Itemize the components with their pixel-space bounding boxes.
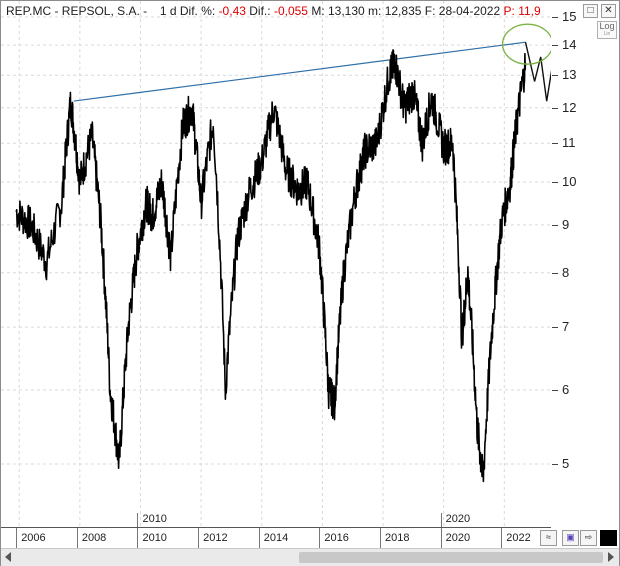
close-icon[interactable]: ✕	[601, 4, 616, 18]
x-tick	[16, 528, 18, 548]
inner-year-label: 2010	[142, 513, 167, 525]
horizontal-scrollbar[interactable]	[1, 548, 619, 566]
y-tick	[552, 143, 558, 145]
dif-pct-value: -0,43	[218, 4, 246, 18]
y-tick-label: 6	[562, 381, 570, 397]
y-tick	[552, 45, 558, 47]
x-axis: 2006 2008 2010 2012 2014 2016 2018 2020 2022	[1, 527, 551, 548]
x-tick	[440, 528, 442, 548]
x-tick-label: 2012	[203, 532, 228, 544]
max-label: M: 13,130	[311, 4, 365, 18]
y-tick-label: 9	[562, 216, 570, 232]
x-tick	[198, 528, 200, 548]
inner-year-tick	[440, 513, 442, 527]
x-tick-label: 2006	[21, 532, 46, 544]
price-series-line	[15, 49, 527, 483]
min-label: m: 12,835	[368, 4, 422, 18]
lin-button-label: Lin	[603, 31, 611, 37]
y-tick	[552, 181, 558, 183]
inner-year-tick	[137, 513, 139, 527]
chart-header: REP.MC - REPSOL, S.A. - 1 d Dif. %: -0,4…	[6, 4, 541, 18]
y-tick	[552, 75, 558, 77]
export-icon[interactable]: ⇨	[580, 530, 597, 546]
x-tick-label: 2020	[445, 532, 471, 544]
date-label: F: 28-04-2022	[424, 4, 501, 18]
price-label: P:	[503, 4, 515, 18]
price-chart	[1, 1, 551, 527]
wave-icon[interactable]: ≈	[540, 530, 557, 546]
x-tick	[380, 528, 382, 548]
trendline	[73, 41, 526, 102]
inner-year-label: 2020	[445, 513, 471, 525]
price-value: 11,9	[518, 4, 541, 18]
save-icon[interactable]: ▣	[562, 530, 579, 546]
x-tick-label: 2010	[142, 532, 167, 544]
y-tick	[552, 389, 558, 391]
x-tick-label: 2014	[263, 532, 289, 544]
x-tick-label: 2016	[324, 532, 349, 544]
scrollbar-thumb[interactable]	[299, 552, 603, 563]
x-tick-label: 2008	[81, 532, 107, 544]
highlight-circle	[501, 23, 551, 65]
y-tick	[552, 17, 558, 18]
y-tick	[552, 107, 558, 109]
x-tick	[137, 528, 139, 548]
x-tick	[501, 528, 503, 548]
y-tick-label: 14	[562, 37, 577, 53]
y-tick-label: 15	[562, 9, 577, 24]
chart-controls: ≈ ▣ ⇨	[538, 529, 618, 547]
dif-pct-label: Dif. %:	[179, 4, 216, 18]
x-tick	[319, 528, 321, 548]
period-label: 1 d	[159, 4, 177, 18]
x-tick-label: 2018	[385, 532, 410, 544]
y-tick	[552, 464, 558, 465]
projection-line	[524, 42, 551, 102]
scroll-left-icon[interactable]	[5, 552, 11, 562]
ticker-label: REP.MC - REPSOL, S.A. -	[6, 4, 148, 18]
y-tick-label: 11	[562, 135, 576, 151]
y-tick	[552, 272, 558, 274]
log-scale-button[interactable]: Log Lin	[597, 21, 617, 39]
log-button-label: Log	[599, 21, 615, 31]
x-tick	[258, 528, 260, 548]
y-tick-label: 8	[562, 264, 570, 280]
dif-value: -0,055	[273, 4, 308, 18]
y-tick-label: 13	[562, 67, 577, 83]
y-tick	[552, 327, 558, 329]
y-tick-label: 7	[562, 319, 570, 335]
x-tick	[76, 528, 78, 548]
dif-label: Dif.:	[249, 4, 271, 18]
y-axis: 5 6 7 8 9 10 11 12 13 14 15	[552, 1, 619, 527]
y-tick-label: 12	[562, 99, 577, 115]
scroll-right-icon[interactable]	[608, 552, 614, 562]
color-swatch-icon[interactable]	[600, 530, 617, 546]
y-tick-label: 5	[562, 456, 570, 471]
x-tick-label: 2022	[506, 532, 531, 544]
restore-icon[interactable]: □	[583, 4, 598, 18]
y-tick	[552, 224, 558, 226]
y-tick-label: 10	[562, 173, 577, 189]
